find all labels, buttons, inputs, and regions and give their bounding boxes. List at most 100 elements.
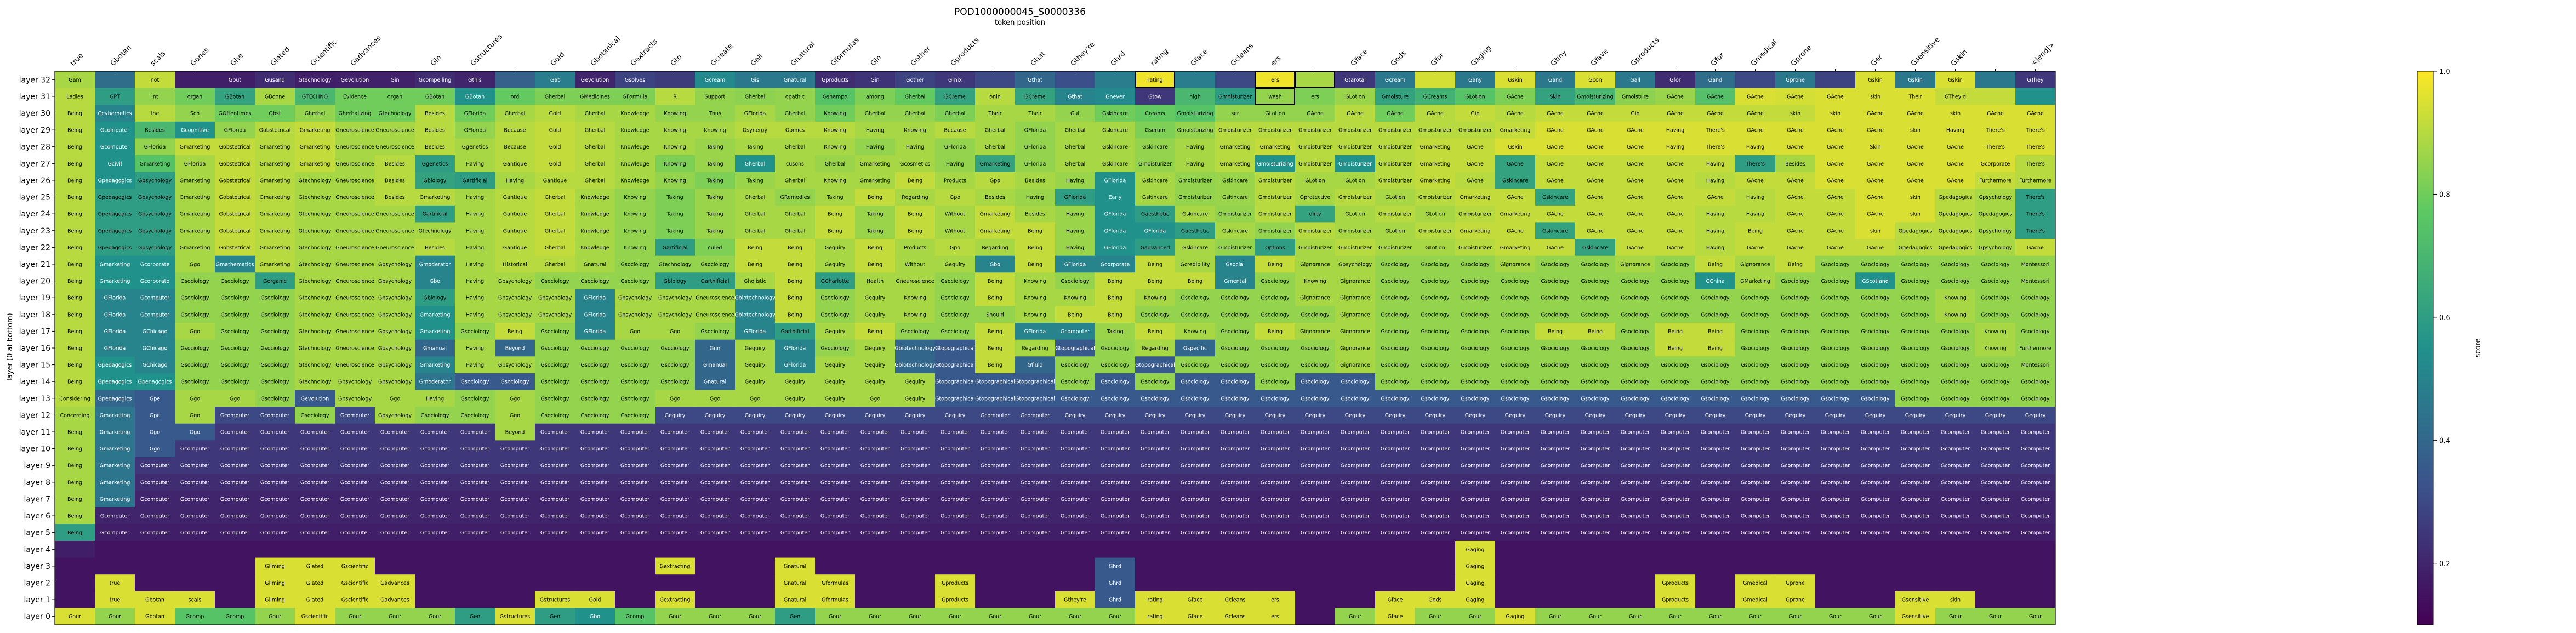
cell-label: There's [2025,144,2045,150]
heatmap-cell [1815,105,1856,122]
heatmap-cell [1655,540,1696,558]
cell-label: Gneuroscience [375,212,414,218]
cell-label: Gcomputer [941,430,970,436]
heatmap-cell [215,121,255,139]
cell-label: Gtechnology [298,312,331,318]
cell-label: Gantique [503,228,527,234]
heatmap-cell [1775,71,1816,89]
heatmap-cell [895,205,936,223]
cell-label: Gcivil [107,161,122,167]
cell-label: Gsociology [1461,312,1490,318]
heatmap-cell [895,88,936,105]
cell-label: Gpsychology [658,295,692,301]
y-tick-label: layer 28 [19,143,50,152]
heatmap-cell [1655,71,1696,89]
heatmap-cell [655,138,696,156]
cell-label: Gcomputer [1621,430,1650,436]
heatmap-cell [935,222,976,239]
cell-label: Gsociology [661,379,689,385]
cell-label: Gmarketing [980,161,1011,167]
heatmap-cell [1775,172,1816,189]
cell-label: Gpsychology [378,329,412,335]
heatmap-cell [1975,172,2016,189]
heatmap-cell [55,105,95,122]
cell-label: Gcomputer [180,480,209,486]
heatmap-cell [455,88,495,105]
cell-label: Gbiotechnology [894,362,936,368]
heatmap-cell [455,189,495,206]
cell-label: Being [908,178,922,184]
cell-label: Gcomp [186,614,204,620]
heatmap-cell [855,121,896,139]
cell-label: Ggenetics [462,144,488,150]
heatmap-cell [775,205,816,223]
cell-label: Knowledge [580,212,609,218]
cell-label: Gcomputer [580,497,609,503]
heatmap-cell [1855,71,1896,89]
cell-label: Gcomputer [901,463,930,469]
heatmap-cell [1135,189,1176,206]
heatmap-cell [1935,88,1976,105]
cell-label: Gcon [1588,77,1602,83]
heatmap-cell [215,189,255,206]
cell-label: Taking [746,178,763,184]
cell-label: Gsociology [1621,396,1650,402]
cell-label: Glated [306,563,323,569]
cell-label: GTECHNO [302,94,328,100]
cell-label: Skin [1549,94,1560,100]
cell-label: Gsociology [1421,329,1450,335]
cell-label: Knowing [664,144,686,150]
heatmap-cell [735,574,776,592]
colorbar-tick-label: 0.8 [2439,191,2450,199]
cell-label: GLotion [1425,212,1445,218]
cell-label: Gcomputer [1901,497,1930,503]
cell-label: Gpsychology [138,178,172,184]
heatmap-cell [1535,205,1576,223]
cell-label: Gsociology [1261,278,1290,284]
heatmap-cell [575,121,615,139]
cell-label: Gcomputer [820,497,850,503]
cell-label: skin [1910,195,1920,201]
cell-label: Gsociology [1181,379,1210,385]
cell-label: Gmoisturizer [1218,128,1252,134]
cell-label: Gherbal [1065,144,1086,150]
cell-label: Gcomputer [1421,446,1450,452]
cell-label: Gcomputer [180,497,209,503]
cell-label: Gcomputer [981,480,1010,486]
cell-label: Gcomputer [1101,530,1130,536]
cell-label: Gcomputer [1381,463,1410,469]
cell-label: Gtechnology [298,261,331,267]
heatmap-cell [1255,557,1296,575]
cell-label: GFlorida [184,161,206,167]
cell-label: Gmoisturizer [1418,128,1452,134]
heatmap-cell [1455,71,1496,89]
cell-label: Beyond [505,346,525,352]
cell-label: Gholistic [744,278,766,284]
cell-label: GChina [1706,278,1725,284]
cell-label: GFlorida [744,111,766,117]
cell-label: Gcomputer [941,463,970,469]
cell-label: Gcomputer [1981,446,2010,452]
cell-label: Having [866,144,884,150]
cell-label: GFlorida [584,312,606,318]
cell-label: Gcomputer [1501,463,1530,469]
cell-label: Gcomputer [620,530,649,536]
cell-label: Gcomputer [100,514,129,520]
heatmap-cell [1535,574,1576,592]
cell-label: Gcomputer [780,480,810,486]
cell-label: Gcomputer [500,463,529,469]
y-tick-label: layer 7 [24,495,50,504]
cell-label: Gsociology [221,278,249,284]
heatmap-cell [55,205,95,223]
heatmap-cell [55,189,95,206]
x-tick-label: Gother [909,44,933,68]
heatmap-cell [1815,189,1856,206]
heatmap-cell [1095,155,1136,173]
cell-label: Gformulas [822,597,848,603]
cell-label: Gobstetrical [219,195,251,201]
cell-label: Gpedagogics [98,245,132,251]
heatmap-cell [1855,540,1896,558]
cell-label: GAcne [1987,111,2004,117]
heatmap-cell [655,121,696,139]
cell-label: Gskincare [1102,161,1128,167]
